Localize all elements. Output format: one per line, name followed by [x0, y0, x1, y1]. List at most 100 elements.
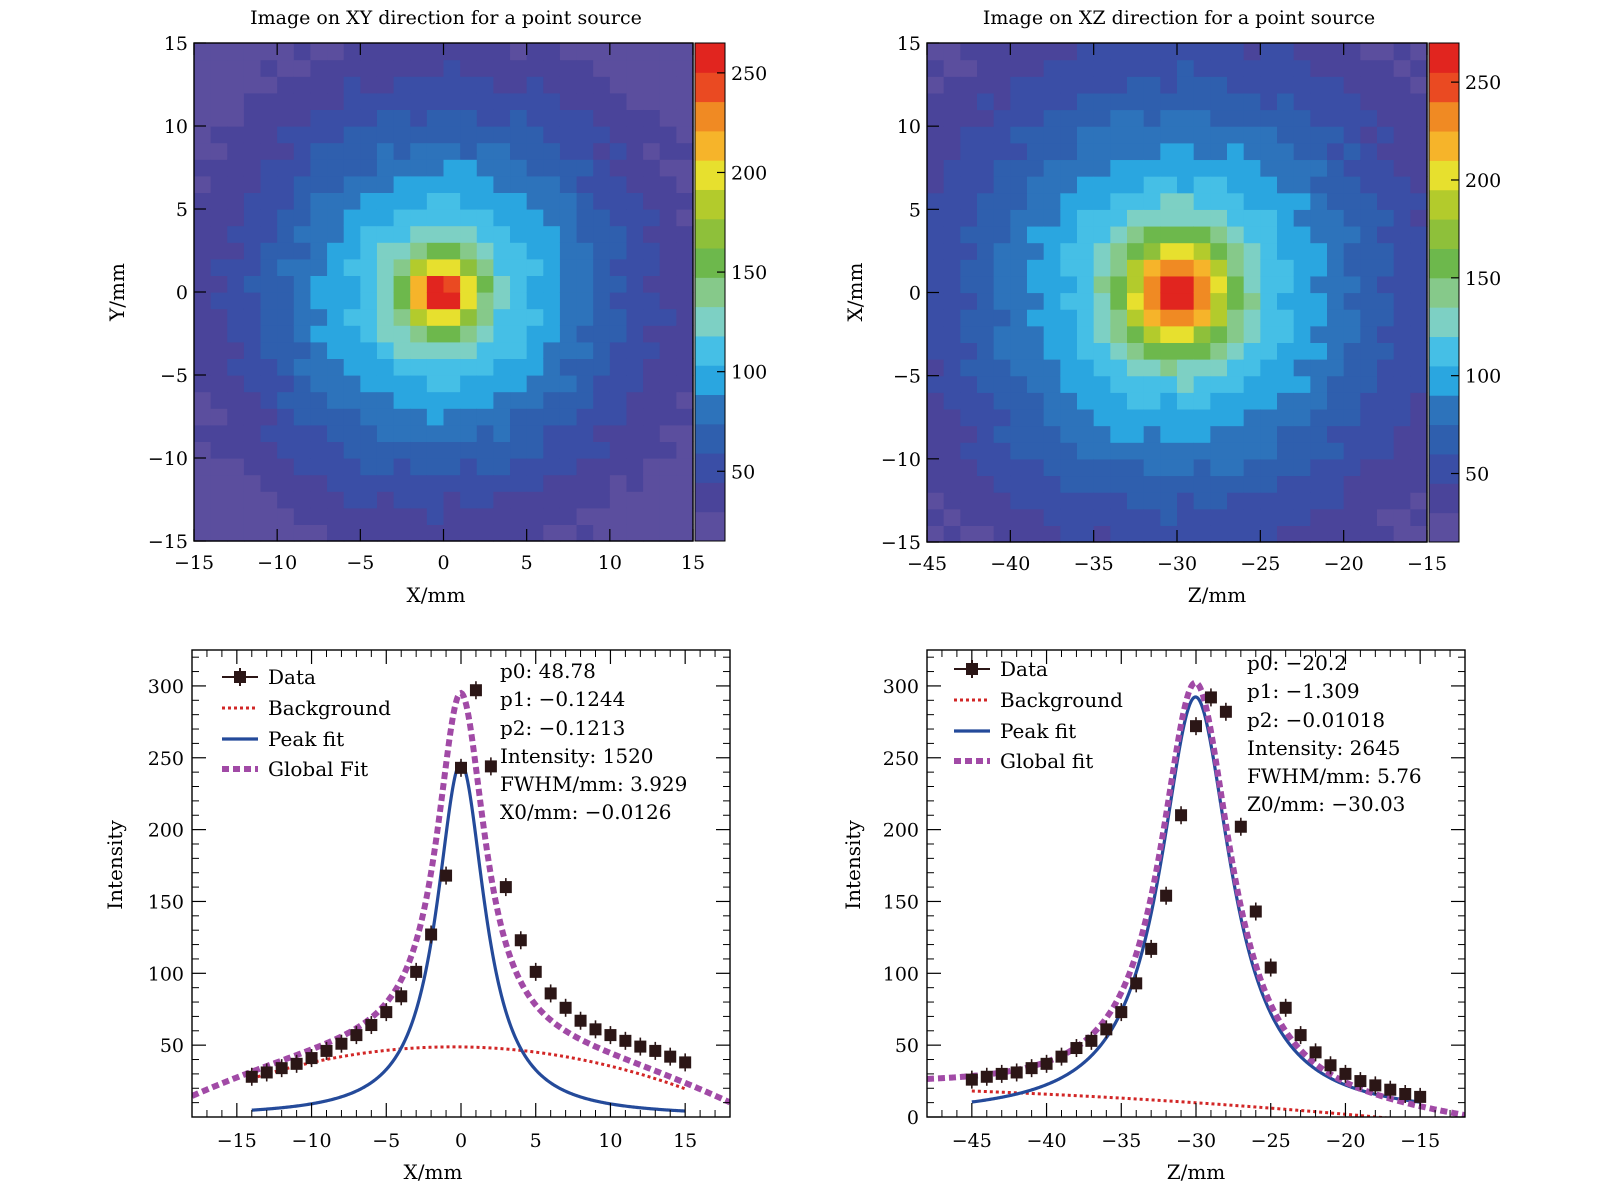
heatmap-cell: [260, 209, 278, 227]
heatmap-cell: [277, 358, 295, 376]
heatmap-cell: [360, 358, 378, 376]
heatmap-cell: [1277, 126, 1295, 144]
heatmap-cell: [659, 159, 677, 177]
heatmap-cell: [1027, 325, 1045, 343]
heatmap-cell: [426, 491, 445, 509]
heatmap-cell: [1160, 508, 1178, 526]
heatmap-cell: [194, 325, 212, 343]
heatmap-cell: [393, 341, 411, 359]
heatmap-cell: [1377, 375, 1395, 393]
heatmap-cell: [277, 76, 295, 94]
heatmap-cell: [626, 391, 644, 409]
heatmap-cell: [1227, 275, 1245, 294]
heatmap-cell: [609, 507, 628, 525]
heatmap-cell: [443, 341, 461, 359]
heatmap-cell: [194, 43, 212, 61]
heatmap-cell: [559, 43, 578, 61]
colorbar-swatch: [695, 511, 725, 542]
heatmap-cell: [559, 175, 578, 193]
heatmap-cell: [593, 524, 611, 542]
heatmap-cell: [1243, 325, 1261, 343]
heatmap-cell: [310, 126, 328, 144]
heatmap-cell: [1093, 425, 1111, 443]
heatmap-cell: [493, 441, 511, 459]
heatmap-cell: [543, 126, 561, 144]
heatmap-cell: [293, 474, 312, 492]
heatmap-cell: [1193, 525, 1211, 543]
heatmap-cell: [426, 524, 445, 542]
heatmap-cell: [293, 159, 312, 177]
heatmap-cell: [1110, 392, 1128, 410]
heatmap-cell: [1077, 425, 1095, 443]
heatmap-cell: [960, 475, 978, 493]
heatmap-cell: [1127, 259, 1145, 277]
heatmap-cell: [1160, 275, 1178, 294]
heatmap-cell: [393, 192, 411, 210]
heatmap-xy-panel: Image on XY direction for a point source…: [105, 7, 767, 607]
heatmap-cell: [1210, 342, 1228, 360]
heatmap-cell: [943, 425, 961, 443]
heatmap-cell: [443, 491, 461, 509]
heatmap-cell: [1393, 475, 1411, 493]
heatmap-cell: [210, 76, 228, 94]
heatmap-cell: [526, 59, 544, 77]
peak-fit-curve: [251, 761, 686, 1113]
heatmap-cell: [1060, 442, 1078, 460]
heatmap-cell: [977, 159, 995, 177]
heatmap-cell: [1210, 475, 1228, 493]
heatmap-cell: [343, 308, 361, 326]
heatmap-cell: [243, 358, 262, 376]
heatmap-cell: [1160, 359, 1178, 377]
heatmap-cell: [1043, 458, 1061, 477]
heatmap-cell: [676, 292, 694, 310]
heatmap-cell: [943, 359, 961, 377]
heatmap-cell: [343, 458, 361, 476]
heatmap-cell: [327, 242, 345, 260]
heatmap-cell: [943, 59, 961, 77]
x-tick-label: −35: [1074, 553, 1114, 575]
heatmap-cell: [1027, 76, 1045, 94]
heatmap-cell: [576, 474, 594, 492]
heatmap-cell: [1060, 192, 1078, 210]
heatmap-cell: [977, 192, 995, 210]
heatmap-cell: [227, 424, 245, 442]
heatmap-cell: [293, 92, 312, 110]
heatmap-cell: [993, 442, 1011, 460]
heatmap-cell: [609, 209, 628, 227]
heatmap-cell: [310, 341, 328, 359]
heatmap-cell: [1360, 43, 1378, 61]
heatmap-cell: [1093, 92, 1111, 111]
heatmap-cell: [1377, 359, 1395, 377]
heatmap-cell: [593, 175, 611, 193]
heatmap-cell: [1093, 159, 1111, 177]
heatmap-cell: [1260, 142, 1278, 161]
heatmap-cell: [293, 524, 312, 542]
heatmap-cell: [559, 159, 578, 177]
heatmap-cell: [659, 192, 677, 210]
heatmap-cell: [1160, 492, 1178, 510]
heatmap-cell: [1310, 142, 1328, 161]
heatmap-cell: [576, 375, 594, 393]
heatmap-cell: [943, 375, 961, 393]
data-point: [1234, 820, 1247, 833]
heatmap-cell: [410, 209, 428, 227]
heatmap-cell: [643, 408, 661, 426]
heatmap-cell: [576, 341, 594, 359]
heatmap-cell: [993, 275, 1011, 294]
heatmap-cell: [293, 341, 312, 359]
heatmap-cell: [327, 159, 345, 177]
heatmap-cell: [576, 126, 594, 144]
heatmap-cell: [1010, 359, 1028, 377]
heatmap-cell: [1310, 126, 1328, 144]
heatmap-cell: [543, 308, 561, 326]
heatmap-xy-title: Image on XY direction for a point source: [250, 7, 642, 29]
colorbar-tick-label: 150: [1465, 268, 1501, 290]
heatmap-cell: [576, 43, 594, 61]
heatmap-cell: [676, 308, 694, 326]
heatmap-cell: [1177, 292, 1195, 310]
data-point: [350, 1029, 363, 1042]
heatmap-cell: [443, 142, 461, 160]
heatmap-xy-cells: [194, 43, 694, 542]
heatmap-cell: [1310, 242, 1328, 260]
